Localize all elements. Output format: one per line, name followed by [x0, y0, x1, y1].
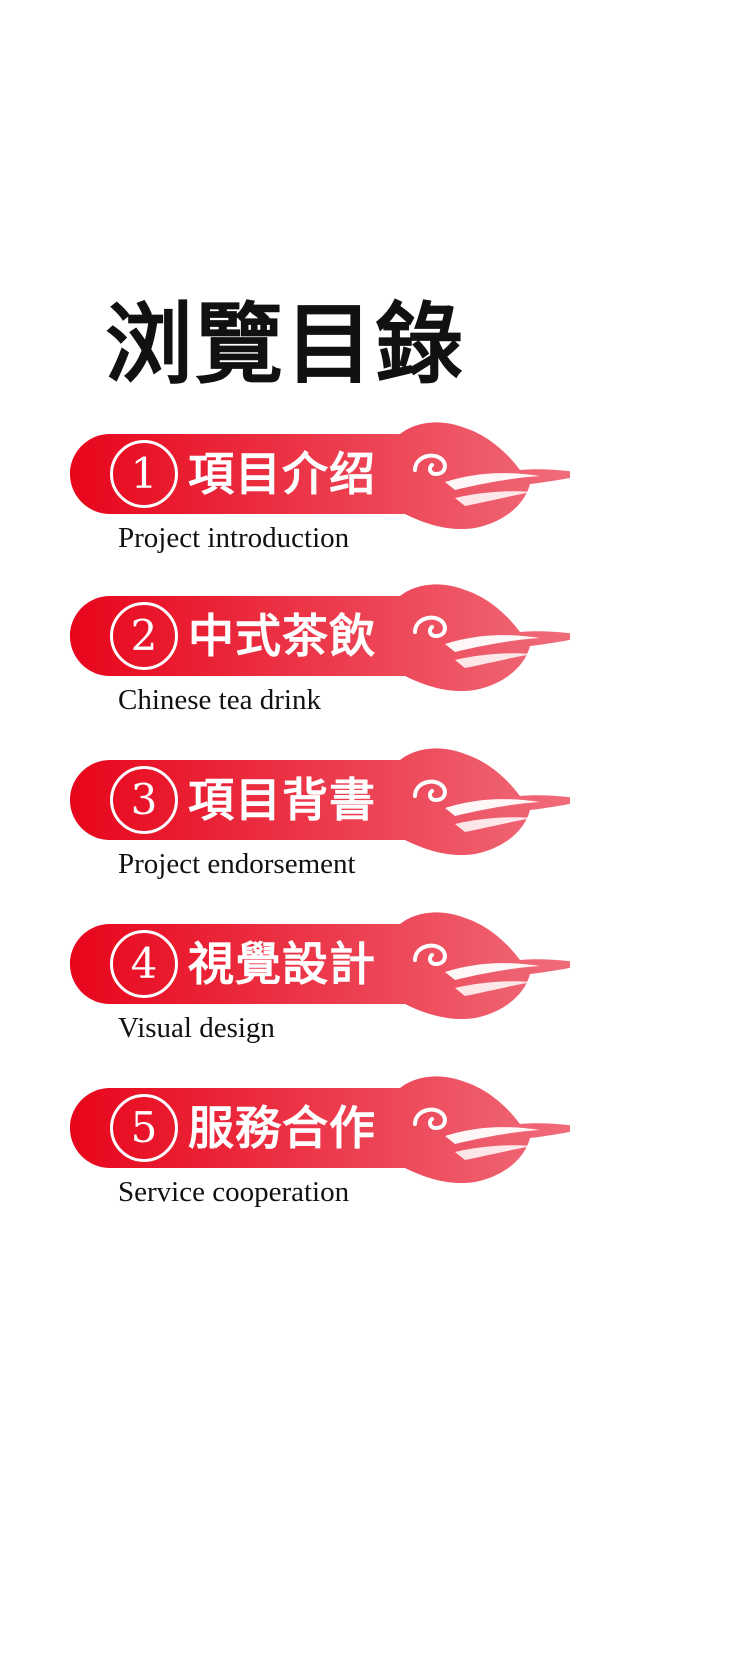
menu-item-project-endorsement[interactable]: 3 項目背書 Project endorsement [70, 744, 570, 904]
item-label: 項目背書 [188, 773, 376, 827]
cloud-icon [70, 422, 570, 529]
cloud-icon [70, 912, 570, 1019]
cloud-icon [70, 584, 570, 691]
page-title: 浏覽目錄 [105, 292, 466, 396]
cloud-icon [70, 748, 570, 855]
item-subtitle: Project introduction [118, 522, 350, 554]
menu-banner[interactable]: 3 項目背書 [70, 744, 570, 864]
cloud-icon [70, 1076, 570, 1183]
item-number-badge: 4 [110, 930, 178, 998]
item-number-badge: 1 [110, 440, 178, 508]
item-subtitle: Visual design [118, 1012, 275, 1044]
item-subtitle: Project endorsement [118, 848, 356, 880]
menu-banner[interactable]: 4 視覺設計 [70, 908, 570, 1028]
menu-item-chinese-tea-drink[interactable]: 2 中式茶飲 Chinese tea drink [70, 580, 570, 740]
menu-item-project-introduction[interactable]: 1 項目介绍 Project introduction [70, 418, 570, 578]
item-number-badge: 3 [110, 766, 178, 834]
menu-banner[interactable]: 5 服務合作 [70, 1072, 570, 1192]
menu-banner[interactable]: 2 中式茶飲 [70, 580, 570, 700]
menu-banner[interactable]: 1 項目介绍 [70, 418, 570, 538]
item-number-badge: 5 [110, 1094, 178, 1162]
item-label: 視覺設計 [188, 937, 376, 991]
menu-item-visual-design[interactable]: 4 視覺設計 Visual design [70, 908, 570, 1068]
item-subtitle: Service cooperation [118, 1176, 350, 1208]
item-label: 服務合作 [188, 1101, 376, 1155]
item-label: 中式茶飲 [188, 609, 376, 663]
item-number-badge: 2 [110, 602, 178, 670]
menu-item-service-cooperation[interactable]: 5 服務合作 Service cooperation [70, 1072, 570, 1232]
item-label: 項目介绍 [188, 447, 376, 501]
item-subtitle: Chinese tea drink [118, 684, 321, 716]
